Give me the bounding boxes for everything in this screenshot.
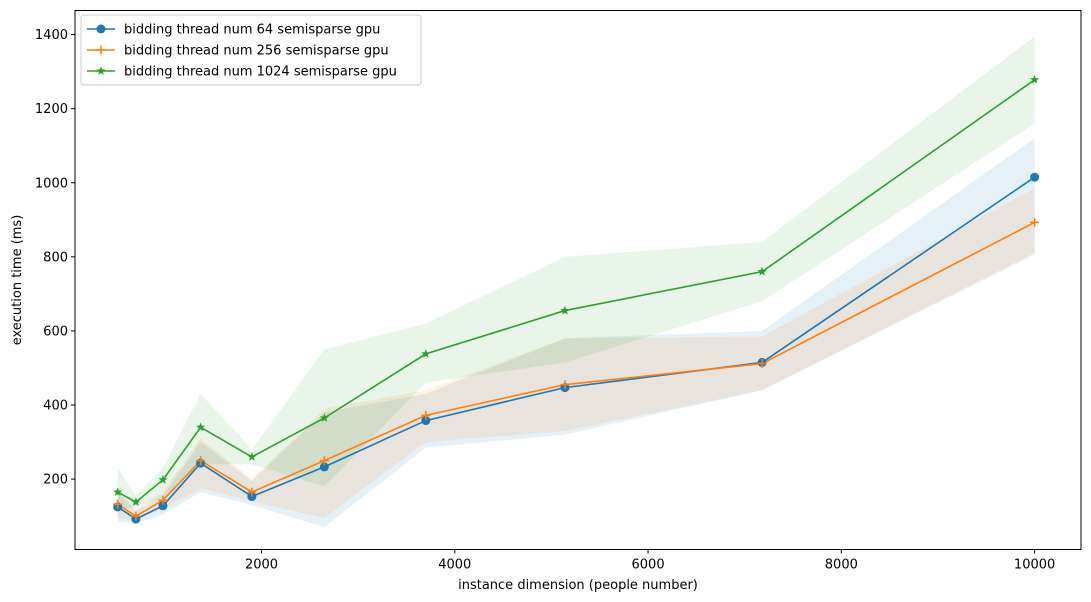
- data-point-1-6: [421, 410, 431, 420]
- data-point-1-3: [196, 456, 206, 466]
- series-band-2: [117, 36, 1035, 509]
- y-tick-label: 1000: [35, 176, 68, 191]
- data-point-0-5: [319, 462, 329, 472]
- series-markers: [113, 74, 1040, 524]
- y-tick-label: 1400: [35, 28, 68, 43]
- y-axis-label: execution time (ms): [10, 215, 25, 346]
- x-axis-ticks: 2000 4000 6000 8000 10000: [245, 549, 1055, 573]
- x-tick-label: 4000: [438, 558, 471, 573]
- plot-frame: [74, 10, 1082, 550]
- data-point-2-4: [247, 452, 257, 461]
- legend-marker-2: [96, 66, 106, 75]
- data-point-2-8: [757, 266, 767, 276]
- series-line-1: [117, 221, 1035, 518]
- data-point-1-2: [158, 495, 168, 505]
- legend-label-2: bidding thread num 1024 semisparse gpu: [124, 65, 397, 80]
- data-point-2-7: [560, 305, 570, 315]
- data-point-2-1: [131, 497, 141, 506]
- series-band-0: [117, 138, 1035, 528]
- legend: bidding thread num 64 semisparse gpu bidd…: [80, 14, 422, 86]
- data-point-1-5: [319, 456, 329, 466]
- data-point-2-9: [1030, 74, 1040, 84]
- data-point-1-0: [113, 499, 123, 509]
- y-tick-label: 1200: [35, 102, 68, 117]
- x-axis-label: instance dimension (people number): [458, 578, 698, 593]
- data-point-0-2: [158, 501, 168, 511]
- legend-label-0: bidding thread num 64 semisparse gpu: [124, 23, 380, 38]
- data-point-1-1: [131, 511, 141, 521]
- x-tick-label: 6000: [632, 558, 665, 573]
- data-point-2-3: [196, 422, 206, 432]
- data-point-1-8: [757, 359, 767, 369]
- data-point-2-0: [113, 487, 123, 496]
- y-tick-label: 200: [43, 473, 68, 488]
- x-tick-label: 8000: [825, 558, 858, 573]
- legend-marker-1: [96, 45, 106, 55]
- series-lines: [117, 79, 1036, 521]
- data-point-1-7: [560, 380, 570, 390]
- legend-label-1: bidding thread num 256 semisparse gpu: [124, 44, 389, 59]
- data-point-2-6: [421, 349, 431, 358]
- data-point-1-4: [247, 487, 257, 497]
- series-line-0: [117, 176, 1036, 521]
- y-tick-label: 600: [43, 324, 68, 339]
- y-tick-label: 800: [43, 250, 68, 265]
- data-point-2-5: [319, 413, 329, 422]
- y-tick-label: 400: [43, 399, 68, 414]
- x-tick-label: 10000: [1014, 558, 1055, 573]
- confidence-bands: [117, 36, 1035, 528]
- data-point-0-9: [1030, 172, 1040, 182]
- data-point-2-2: [158, 475, 168, 484]
- y-axis-ticks: 200 400 600 800 1000 1200 1400: [35, 28, 75, 488]
- x-tick-label: 2000: [245, 558, 278, 573]
- legend-marker-0: [96, 24, 106, 34]
- data-point-0-6: [421, 416, 431, 426]
- data-point-1-9: [1030, 217, 1040, 227]
- legend-box: [80, 14, 422, 86]
- series-line-2: [117, 79, 1036, 504]
- series-band-1: [117, 188, 1035, 520]
